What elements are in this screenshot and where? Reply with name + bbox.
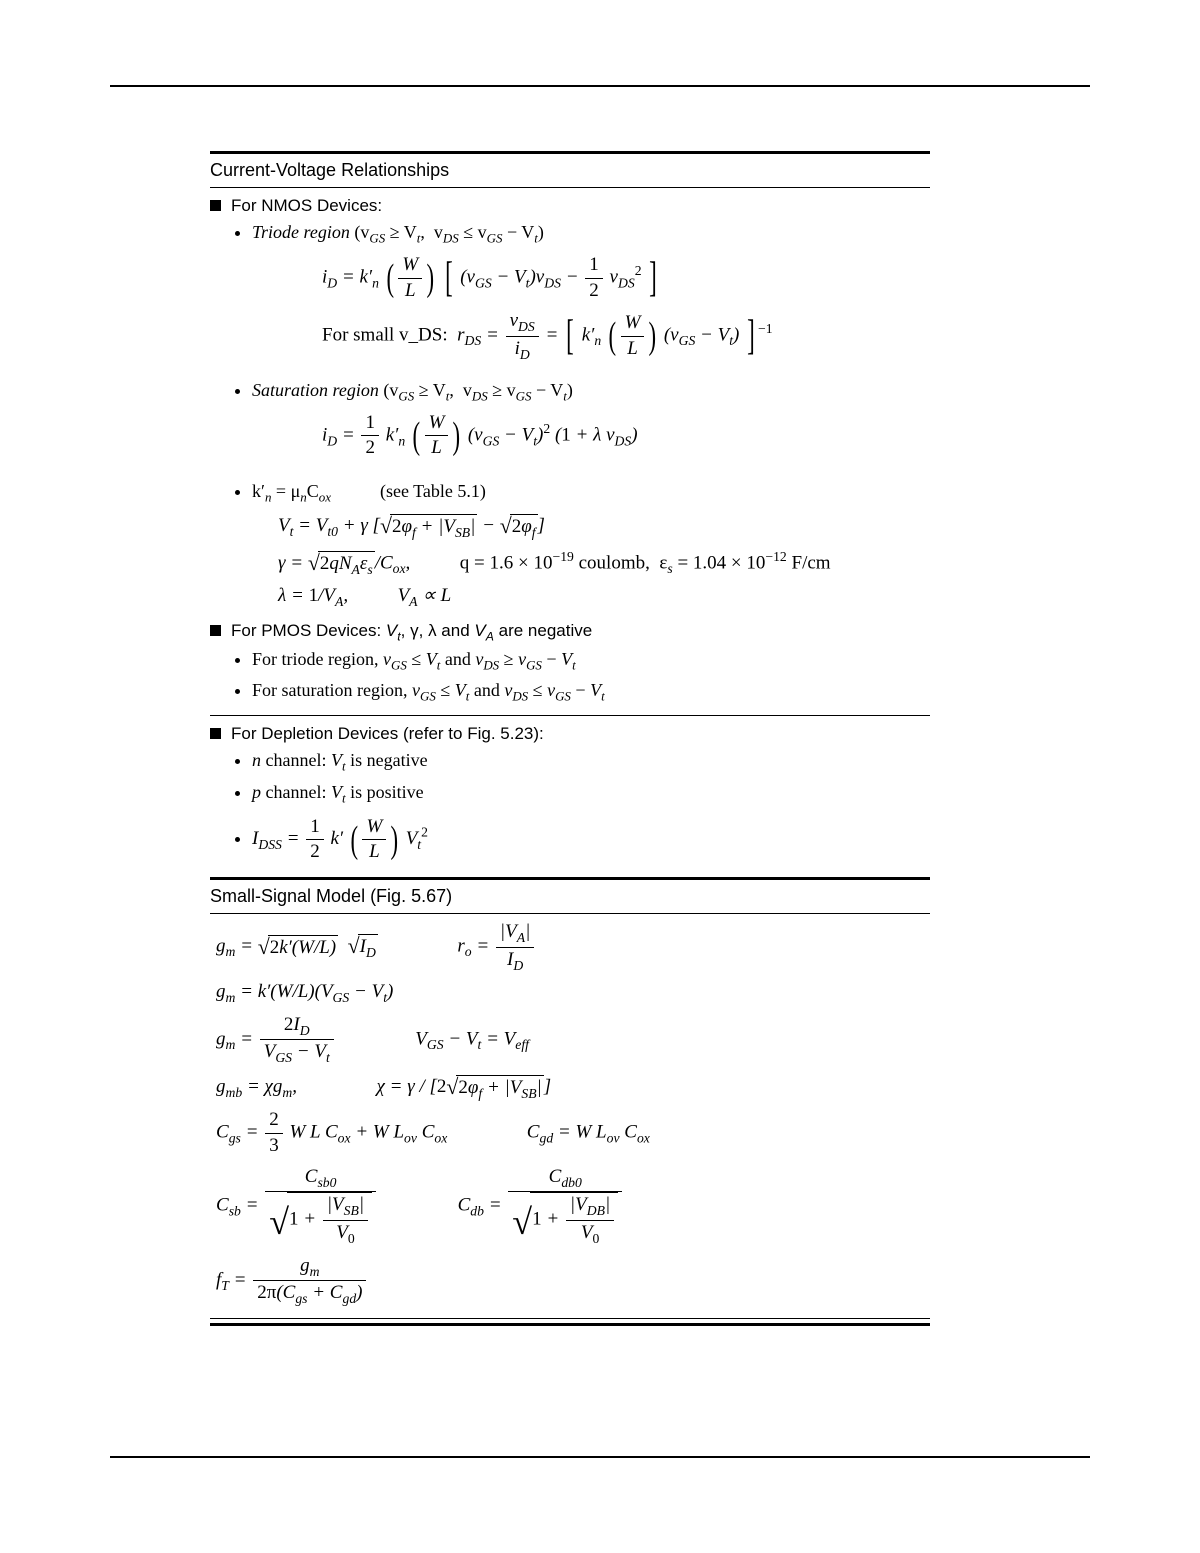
depletion-heading: For Depletion Devices (refer to Fig. 5.2… <box>210 724 930 744</box>
region-label: Saturation region <box>252 380 379 400</box>
rule <box>210 1318 930 1319</box>
equation: fT = gm 2π(Cgs + Cgd) <box>216 1254 930 1308</box>
list-item: Saturation region (vGS ≥ Vt, vDS ≥ vGS −… <box>252 378 930 461</box>
nmos-list: Triode region (vGS ≥ Vt, vDS ≤ vGS − Vt)… <box>252 220 930 611</box>
rule <box>210 187 930 188</box>
rule <box>210 913 930 914</box>
equation: Vt = Vt0 + γ [2φf + |VSB| − 2φf] <box>278 512 930 542</box>
region-cond: (vGS ≥ Vt, vDS ≤ vGS − Vt) <box>354 222 544 242</box>
list-item: p channel: Vt is positive <box>252 780 930 807</box>
equation: gm = k′(W/L)(VGS − Vt) <box>216 980 930 1007</box>
equation: Csb = Csb0 1 + |VSB|V0 Cdb = Cdb0 1 + |V… <box>216 1165 930 1248</box>
list-item: n channel: Vt is negative <box>252 748 930 775</box>
equation: iD = 12 k′n (WL) (vGS − Vt)2 (1 + λ vDS) <box>322 411 930 461</box>
list-item: For saturation region, vGS ≤ Vt and vDS … <box>252 678 930 705</box>
equation: λ = 1/VA, VA ∝ L <box>278 584 930 611</box>
equation: iD = k′n (WL) [ (vGS − Vt)vDS − 12 vDS2 … <box>322 253 930 303</box>
pmos-list: For triode region, vGS ≤ Vt and vDS ≥ vG… <box>252 647 930 705</box>
equation: γ = 2qNAεs/Cox, q = 1.6 × 10−19 coulomb,… <box>278 548 930 579</box>
page: Current-Voltage Relationships For NMOS D… <box>0 0 1200 1553</box>
square-bullet-icon <box>210 200 221 211</box>
region-label: Triode region <box>252 222 350 242</box>
page-top-rule <box>110 85 1090 87</box>
rule <box>210 1323 930 1326</box>
rule <box>210 877 930 880</box>
list-item: k′n = μnCox (see Table 5.1) Vt = Vt0 + γ… <box>252 479 930 611</box>
equation: For small v_DS: rDS = vDSiD = [ k′n (WL)… <box>322 309 930 363</box>
depletion-list: n channel: Vt is negative p channel: Vt … <box>252 748 930 865</box>
nmos-heading: For NMOS Devices: <box>210 196 930 216</box>
region-cond: (vGS ≥ Vt, vDS ≥ vGS − Vt) <box>383 380 573 400</box>
section-title: Current-Voltage Relationships <box>210 160 930 181</box>
heading-text: For PMOS Devices: Vt, γ, λ and VA are ne… <box>231 621 592 643</box>
list-item: Triode region (vGS ≥ Vt, vDS ≤ vGS − Vt)… <box>252 220 930 364</box>
content-column: Current-Voltage Relationships For NMOS D… <box>210 145 930 1332</box>
section-title: Small-Signal Model (Fig. 5.67) <box>210 886 930 907</box>
rule <box>210 151 930 154</box>
equation: Cgs = 23 W L Cox + W Lov Cox Cgd = W Lov… <box>216 1108 930 1158</box>
rule <box>210 715 930 716</box>
page-bottom-rule <box>110 1456 1090 1458</box>
pmos-heading: For PMOS Devices: Vt, γ, λ and VA are ne… <box>210 621 930 643</box>
heading-text: For Depletion Devices (refer to Fig. 5.2… <box>231 724 544 744</box>
list-item: IDSS = 12 k′ (WL) Vt2 <box>252 815 930 865</box>
square-bullet-icon <box>210 728 221 739</box>
list-item: For triode region, vGS ≤ Vt and vDS ≥ vG… <box>252 647 930 674</box>
square-bullet-icon <box>210 625 221 636</box>
equation: gm = 2ID VGS − Vt VGS − Vt = Veff <box>216 1013 930 1067</box>
heading-text: For NMOS Devices: <box>231 196 382 216</box>
equation: gmb = χgm, χ = γ / [22φf + |VSB|] <box>216 1073 930 1103</box>
equation: gm = 2k′(W/L) ID ro = |VA|ID <box>216 920 930 974</box>
